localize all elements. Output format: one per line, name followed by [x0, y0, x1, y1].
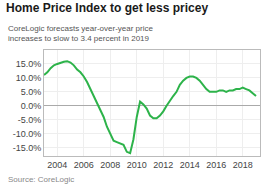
svg-text:2012: 2012 [153, 160, 173, 170]
svg-text:-15.0%: -15.0% [13, 143, 42, 153]
svg-text:15.0%: 15.0% [16, 59, 42, 69]
svg-text:2016: 2016 [206, 160, 226, 170]
svg-text:5.0%: 5.0% [21, 87, 42, 97]
svg-text:Home Price Index to get less p: Home Price Index to get less pricey [6, 1, 208, 15]
svg-text:0.0%: 0.0% [21, 101, 42, 111]
svg-text:10.0%: 10.0% [16, 73, 42, 83]
svg-text:2004: 2004 [47, 160, 67, 170]
svg-text:2010: 2010 [127, 160, 147, 170]
svg-text:-10.0%: -10.0% [13, 129, 42, 139]
svg-text:2018: 2018 [233, 160, 253, 170]
svg-text:Source: CoreLogic: Source: CoreLogic [8, 175, 74, 184]
svg-text:2014: 2014 [180, 160, 200, 170]
svg-text:-5.0%: -5.0% [18, 115, 42, 125]
svg-text:CoreLogic forecasts year-over-: CoreLogic forecasts year-over-year price… [8, 24, 153, 43]
svg-text:2006: 2006 [74, 160, 94, 170]
svg-text:2008: 2008 [100, 160, 120, 170]
